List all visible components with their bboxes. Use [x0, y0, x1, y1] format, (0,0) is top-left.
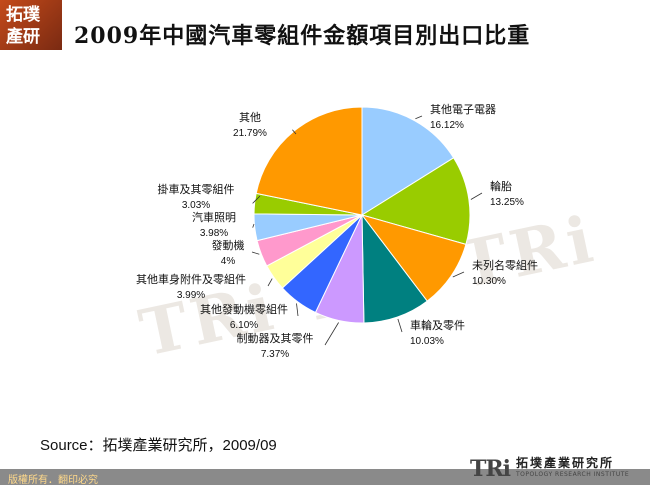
slice-label: 其他發動機零組件 [200, 302, 288, 316]
slice-label: 其他電子電器 [430, 103, 496, 116]
slice-value: 3.03% [182, 200, 210, 211]
pie-chart: 其他電子電器 16.12% 輪胎 13.25% 未列名零組件 10.30% 車輪及零件 10.… [136, 103, 538, 360]
slice-label: 發動機 [212, 238, 245, 252]
slice-label: 汽車照明 [192, 210, 236, 224]
leader-line [251, 251, 260, 255]
slice-label: 制動器及其零件 [237, 331, 314, 345]
leader-line [292, 129, 297, 135]
pie-slice [360, 214, 467, 302]
slice-label: 輪胎 [490, 179, 512, 193]
leader-line [324, 322, 339, 346]
leader-line [415, 115, 423, 120]
leader-line [452, 271, 465, 278]
source-note: Source：拓墣產業研究所，2009/09 [40, 437, 277, 454]
slice-value: 21.79% [233, 128, 267, 139]
leader-line [470, 192, 483, 200]
leader-line [252, 195, 261, 204]
pie-slice [361, 106, 455, 216]
slice-label: 掛車及其零組件 [158, 182, 235, 196]
slice-label: 車輪及零件 [410, 318, 465, 332]
page-title: 2009年中國汽車零組件金額項目別出口比重 [74, 23, 531, 49]
footer-logo-en: TOPOLOGY RESEARCH INSTITUTE [516, 471, 630, 478]
slice-label: 其他 [239, 111, 261, 124]
slice-label: 未列名零組件 [472, 258, 538, 272]
slice-value: 3.99% [177, 290, 205, 301]
slice-value: 16.12% [430, 120, 464, 131]
footer-logo-text: 拓墣產業研究所 TOPOLOGY RESEARCH INSTITUTE [516, 457, 629, 481]
leader-line [252, 223, 255, 228]
leader-line [267, 278, 273, 287]
footer-logo-cn: 拓墣產業研究所 [516, 456, 615, 470]
slice-label: 其他車身附件及零組件 [136, 272, 246, 286]
footer-bar [0, 469, 650, 485]
slice-value: 4% [221, 256, 236, 267]
slice-value: 6.10% [230, 320, 258, 331]
slice-value: 13.25% [490, 197, 524, 208]
pie-slice [360, 157, 471, 245]
leader-line [397, 318, 403, 333]
slice-value: 3.98% [200, 228, 228, 239]
footer-logo-mark: TRi [470, 456, 511, 482]
footer-logo: TRi 拓墣產業研究所 TOPOLOGY RESEARCH INSTITUTE [470, 455, 629, 483]
slice-value: 10.03% [410, 336, 444, 347]
slice-value: 10.30% [472, 276, 506, 287]
copyright-text: 版權所有．翻印必究 [8, 475, 98, 486]
brand-logo: 拓璞 產研 [0, 0, 62, 50]
leader-line [296, 303, 299, 317]
slice-value: 7.37% [261, 349, 289, 360]
